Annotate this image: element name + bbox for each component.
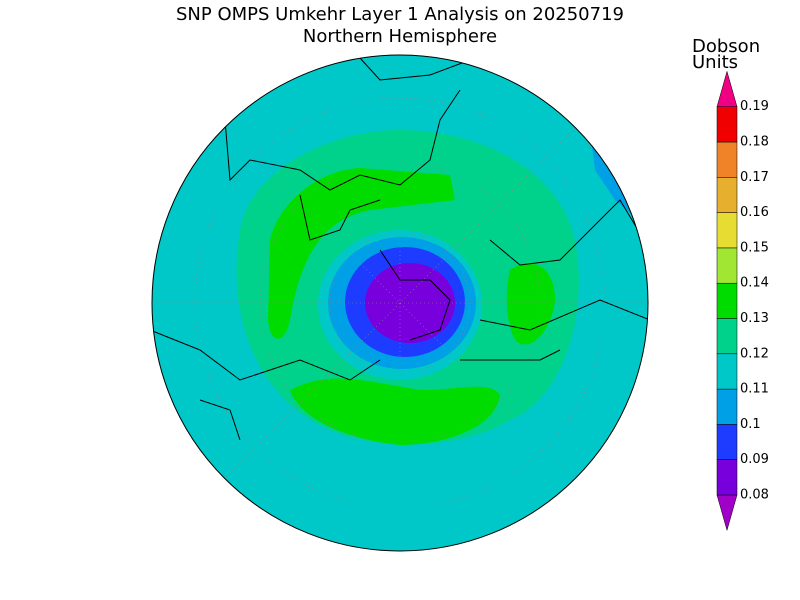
colorbar-tick-label: 0.15 [740,240,769,255]
colorbar-tick-label: 0.1 [740,417,761,432]
title: SNP OMPS Umkehr Layer 1 Analysis on 2025… [176,4,624,25]
colorbar-tick-label: 0.13 [740,311,769,326]
colorbar-tick-label: 0.16 [740,205,769,220]
coastlines [152,57,648,441]
colorbar-segment [716,388,738,425]
colorbar-segment [716,70,738,107]
field-min [365,263,455,343]
colorbar-tick-label: 0.18 [740,135,769,150]
colorbar-tick-label: 0.11 [740,382,769,397]
map-border [151,54,649,552]
colorbar-tick-label: 0.09 [740,452,769,467]
colorbar-segment [716,282,738,319]
colorbar-segment [716,212,738,249]
field-high [290,378,500,445]
colorbar-segment [716,424,738,460]
colorbar-tick-label: 0.19 [740,99,769,114]
colorbar-segment [716,106,738,143]
colorbar-tick-label: 0.12 [740,346,769,361]
colorbar-segment [716,318,738,355]
colorbar-tick-label: 0.08 [740,488,769,503]
colorbar-tick-label: 0.14 [740,276,769,291]
colorbar-segment [716,141,738,178]
colorbar-segment [716,459,738,496]
colorbar-label: Dobson [692,36,760,57]
colorbar-label: Units [692,52,738,73]
graticule [152,55,648,551]
colorbar-segment [716,353,738,390]
subtitle: Northern Hemisphere [303,26,497,47]
colorbar-tick-label: 0.17 [740,170,769,185]
colorbar: Dobson Units 0.08 0.09 0.1 0.11 0.12 0.13 0.14… [692,36,769,532]
colorbar-segment [716,494,738,532]
colorbar-segment [716,177,738,213]
polar-map [151,54,649,552]
colorbar-segment [716,247,738,284]
field-high [268,168,455,339]
